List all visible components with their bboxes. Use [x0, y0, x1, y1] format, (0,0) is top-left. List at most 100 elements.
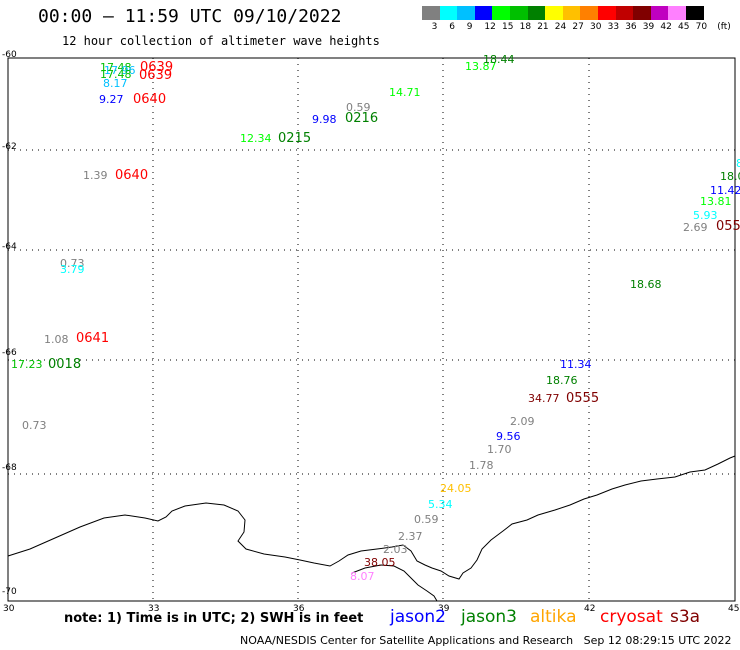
wave-height-label: 17.48 [100, 68, 132, 81]
colorbar-swatch [580, 6, 598, 20]
colorbar-label: 12 [484, 22, 496, 32]
wave-height-label: 0.73 [22, 419, 47, 432]
colorbar-label: (ft) [717, 22, 731, 32]
colorbar-label: 27 [572, 22, 584, 32]
colorbar-swatch [650, 6, 669, 20]
colorbar-swatch [439, 6, 458, 20]
wave-height-label: 1.70 [487, 443, 512, 456]
wave-height-label: 0216 [345, 111, 379, 126]
wave-height-label: 34.77 [528, 392, 560, 405]
wave-height-label: 18.68 [630, 278, 662, 291]
footer-note: note: 1) Time is in UTC; 2) SWH is in fe… [64, 611, 364, 626]
wave-height-label: 9.56 [496, 430, 521, 443]
colorbar-label: 24 [554, 22, 567, 32]
longitude-label: 42 [584, 604, 596, 614]
colorbar-swatch [527, 6, 546, 20]
longitude-label: 30 [3, 604, 15, 614]
wave-height-label: 1.08 [44, 333, 69, 346]
colorbar-swatch [615, 6, 634, 20]
colorbar-label: 70 [695, 22, 708, 32]
longitude-label: 39 [438, 604, 450, 614]
footer-credit: NOAA/NESDIS Center for Satellite Applica… [240, 634, 732, 647]
wave-height-label: 18.0 [720, 170, 740, 183]
wave-height-label: 14.71 [389, 86, 421, 99]
satellite-jason3: jason3 [461, 607, 517, 627]
antarctic-island [351, 564, 438, 602]
wave-height-label: 24.05 [440, 482, 472, 495]
wave-height-label: 18.44 [483, 53, 515, 66]
wave-height-label: 17.48 [100, 61, 132, 74]
wave-height-label: 0215 [278, 131, 312, 146]
wave-height-label: 8.17 [103, 77, 128, 90]
wave-height-label: 12.34 [240, 132, 272, 145]
colorbar-swatch [633, 6, 651, 20]
colorbar-label: 36 [625, 22, 637, 32]
wave-height-label: 13.87 [465, 60, 497, 73]
wave-height-label: 1.39 [83, 169, 108, 182]
wave-height-label: 0555 [566, 391, 600, 406]
colorbar-label: 15 [502, 22, 514, 32]
colorbar-swatch [562, 6, 581, 20]
satellite-altika: altika [530, 607, 577, 627]
wave-height-label: 2.03 [383, 543, 408, 556]
map-frame [7, 57, 736, 602]
antarctic-coastline [7, 455, 736, 580]
colorbar-swatch [422, 6, 440, 20]
wave-height-label: 11.34 [560, 358, 592, 371]
longitude-label: 36 [293, 604, 305, 614]
colorbar-swatch [474, 6, 493, 20]
wave-height-label: 9.98 [312, 113, 337, 126]
wave-height-label: 17.23 [11, 358, 43, 371]
colorbar-label: 18 [519, 22, 532, 32]
colorbar-label: 39 [642, 22, 655, 32]
colorbar-swatch [598, 6, 616, 20]
colorbar-swatch [668, 6, 686, 20]
wave-height-label: 3.79 [60, 263, 85, 276]
map-title: 00:00 – 11:59 UTC 09/10/2022 [38, 6, 342, 27]
wave-height-label: 0640 [115, 168, 149, 183]
wave-height-label: 2.69 [683, 221, 708, 234]
wave-height-label: 38.05 [364, 556, 396, 569]
wave-height-label: 2.09 [510, 415, 535, 428]
wave-height-label: 13.81 [700, 195, 732, 208]
satellite-cryosat: cryosat [600, 607, 663, 627]
wave-height-label: 17.96 [104, 64, 136, 77]
colorbar-swatch [545, 6, 563, 20]
latitude-label: -70 [2, 587, 17, 597]
latitude-label: -62 [2, 142, 17, 152]
colorbar-label: 6 [449, 22, 455, 32]
longitude-label: 45 [728, 604, 740, 614]
colorbar-swatch [686, 6, 704, 20]
colorbar-swatch [510, 6, 528, 20]
wave-height-label: 2.37 [398, 530, 423, 543]
wave-height-label: 1.78 [469, 459, 494, 472]
wave-height-label: 8 [736, 157, 740, 170]
colorbar-label: 3 [431, 22, 438, 32]
latitude-label: -60 [2, 50, 17, 60]
latitude-label: -64 [2, 242, 17, 252]
colorbar-swatch [492, 6, 510, 20]
wave-height-label: 9.27 [99, 93, 124, 106]
colorbar-label: 42 [660, 22, 672, 32]
wave-height-label: 18.76 [546, 374, 578, 387]
wave-height-label: 0639 [140, 60, 174, 75]
wave-height-label: 0.59 [346, 101, 371, 114]
map-subtitle: 12 hour collection of altimeter wave hei… [62, 34, 380, 48]
colorbar-label: 9 [466, 22, 473, 32]
colorbar-label: 45 [678, 22, 690, 32]
latitude-label: -66 [2, 348, 17, 358]
wave-height-label: 5.34 [428, 498, 453, 511]
longitude-label: 33 [148, 604, 160, 614]
wave-height-label: 0641 [76, 331, 110, 346]
colorbar-label: 30 [590, 22, 602, 32]
wave-height-label: 0640 [133, 92, 167, 107]
graticule [8, 58, 735, 601]
satellite-jason2: jason2 [390, 607, 446, 627]
wave-height-label: 0.59 [414, 513, 439, 526]
colorbar-swatch [457, 6, 475, 20]
wave-height-label: 055 [716, 219, 740, 234]
wave-height-label: 5.93 [693, 209, 718, 222]
colorbar-label: 21 [537, 22, 549, 32]
latitude-label: -68 [2, 463, 17, 473]
